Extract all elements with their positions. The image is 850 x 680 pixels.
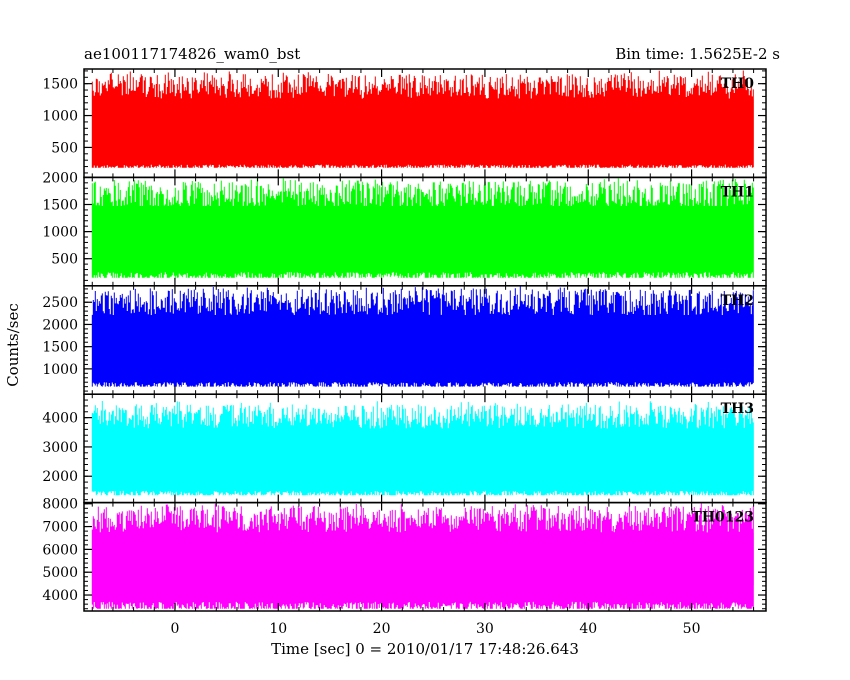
- x-axis-label: Time [sec] 0 = 2010/01/17 17:48:26.643: [271, 640, 579, 658]
- y-axis-label: Counts/sec: [4, 303, 22, 387]
- panel-frame: [83, 501, 767, 612]
- series-line: [91, 70, 754, 168]
- series-line: [91, 286, 754, 387]
- x-tick-label: 20: [373, 621, 391, 637]
- panel-name-label: TH0123: [691, 510, 754, 526]
- panel-th1: 500 1000 1500 2000 TH1: [42, 170, 767, 287]
- y-tick-label: 1000: [42, 362, 78, 378]
- panel-name-label: TH0: [721, 76, 755, 92]
- y-tick-label: 1000: [42, 225, 78, 241]
- y-tick-label: 4000: [42, 588, 78, 604]
- y-tick-label: 2000: [42, 170, 78, 186]
- chart-title: ae100117174826_wam0_bst: [84, 45, 300, 63]
- y-tick-label: 4000: [42, 411, 78, 427]
- y-tick-label: 1500: [42, 77, 78, 93]
- y-tick-label: 500: [51, 140, 78, 156]
- y-tick-label: 1500: [42, 340, 78, 356]
- y-tick-label: 2000: [42, 469, 78, 485]
- panel-th2: 1000 1500 2000 2500 TH2: [42, 285, 767, 395]
- series-line: [91, 401, 754, 496]
- panel-name-label: TH1: [721, 184, 754, 200]
- panel-name-label: TH2: [721, 293, 754, 309]
- series-line: [91, 503, 754, 609]
- y-tick-label: 5000: [42, 565, 78, 581]
- panel-th3: 2000 3000 4000 TH3: [42, 393, 767, 504]
- y-tick-label: 2500: [42, 295, 78, 311]
- bin-time-label: Bin time: 1.5625E-2 s: [615, 45, 780, 63]
- y-tick-label: 2000: [42, 317, 78, 333]
- y-tick-label: 3000: [42, 440, 78, 456]
- x-tick-label: 30: [476, 621, 494, 637]
- x-tick-label: 0: [170, 621, 179, 637]
- x-tick-label: 10: [269, 621, 287, 637]
- panel-th0123: 4000 5000 6000 7000 8000 TH0123: [42, 497, 767, 612]
- y-tick-label: 1500: [42, 198, 78, 214]
- x-tick-label: 50: [683, 621, 701, 637]
- panel-th0: 500 1000 1500 TH0: [42, 68, 767, 179]
- y-tick-label: 1000: [42, 109, 78, 125]
- y-tick-label: 500: [51, 252, 78, 268]
- y-tick-label: 6000: [42, 542, 78, 558]
- y-tick-label: 7000: [42, 520, 78, 536]
- series-line: [91, 177, 754, 278]
- x-tick-label: 40: [579, 621, 597, 637]
- y-tick-label: 8000: [42, 497, 78, 513]
- panel-name-label: TH3: [721, 401, 754, 417]
